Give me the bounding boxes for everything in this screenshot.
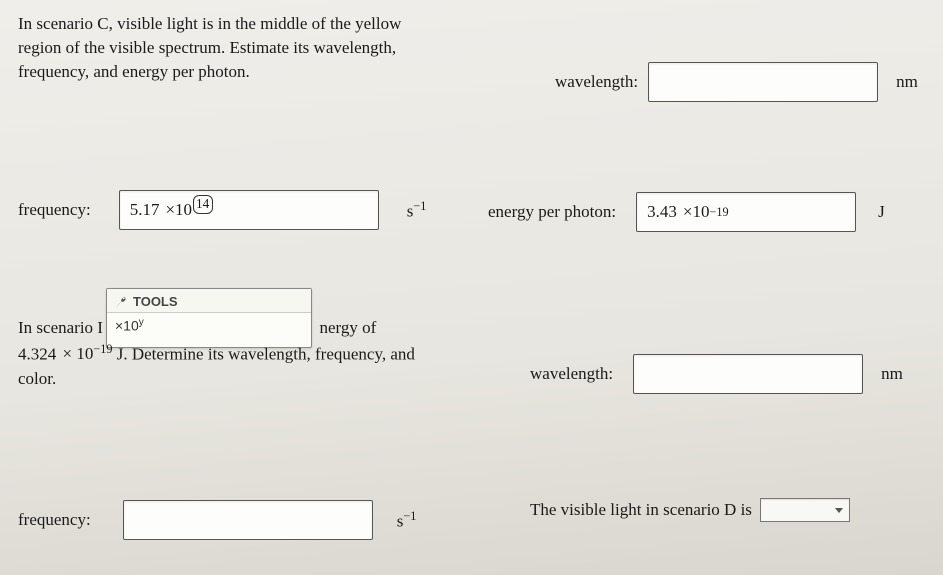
- wrench-icon: [115, 296, 127, 308]
- energy-c-input[interactable]: 3.43 ×10−19: [636, 192, 856, 232]
- energy-c-exp: −19: [709, 205, 728, 220]
- scenario-d-prompt: In scenario I nergy of 4.324 × 10−19 J. …: [18, 316, 448, 392]
- frequency-d-unit: s−1: [397, 509, 417, 532]
- energy-c-label: energy per photon:: [488, 202, 616, 222]
- chevron-down-icon: [835, 508, 843, 513]
- frequency-c-base: ×10: [165, 200, 192, 220]
- color-d-sentence: The visible light in scenario D is: [530, 500, 752, 520]
- frequency-c-exp: 14: [193, 195, 213, 214]
- scenario-c-prompt: In scenario C, visible light is in the m…: [18, 12, 448, 83]
- wavelength-d-label: wavelength:: [530, 364, 613, 384]
- wavelength-c-input[interactable]: [648, 62, 878, 102]
- energy-c-base: ×10: [683, 202, 710, 222]
- energy-c-unit: J: [878, 202, 885, 222]
- color-d-select[interactable]: [760, 498, 850, 522]
- wavelength-c-unit: nm: [896, 72, 918, 92]
- wavelength-d-unit: nm: [881, 364, 903, 384]
- frequency-c-unit: s−1: [407, 199, 427, 222]
- frequency-c-input[interactable]: 5.17 ×1014: [119, 190, 379, 230]
- frequency-c-mantissa: 5.17: [130, 200, 160, 220]
- frequency-d-input[interactable]: [123, 500, 373, 540]
- tools-header: TOOLS: [107, 289, 311, 313]
- frequency-d-label: frequency:: [18, 510, 91, 530]
- wavelength-c-label: wavelength:: [555, 72, 638, 92]
- frequency-c-label: frequency:: [18, 200, 91, 220]
- wavelength-d-input[interactable]: [633, 354, 863, 394]
- tools-header-text: TOOLS: [133, 294, 178, 309]
- energy-c-mantissa: 3.43: [647, 202, 677, 222]
